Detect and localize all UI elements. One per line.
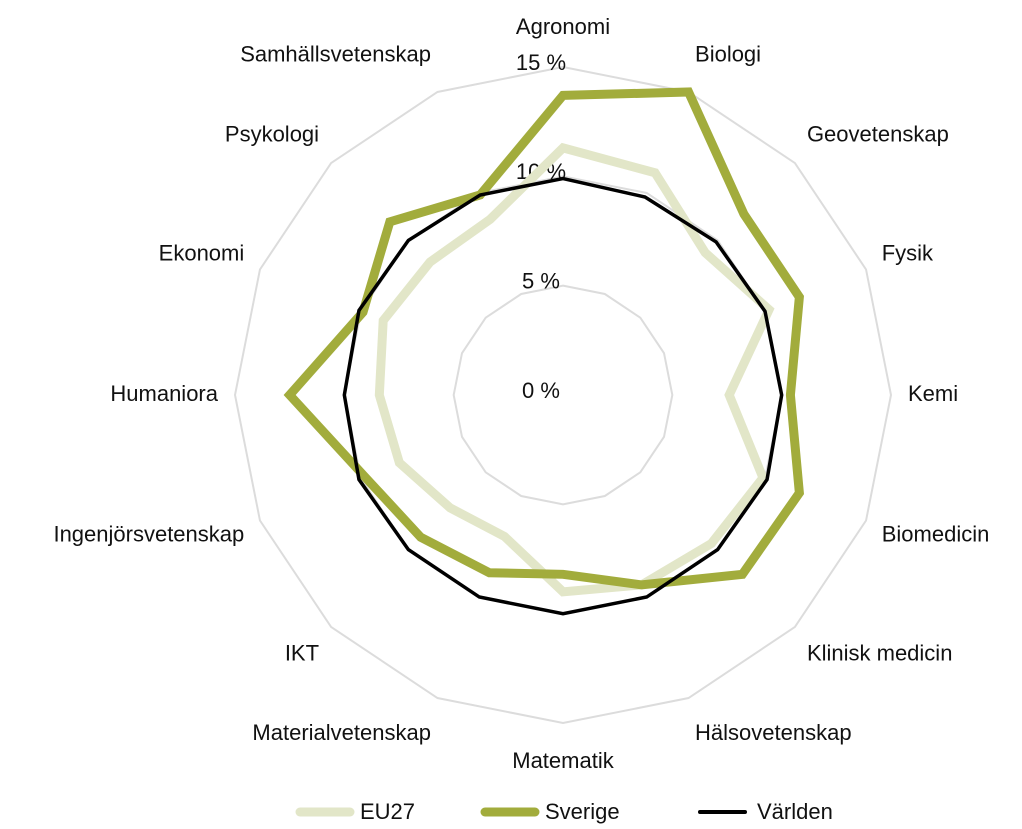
- category-label: Biomedicin: [882, 521, 990, 546]
- category-label: Hälsovetenskap: [695, 720, 852, 745]
- category-label: Agronomi: [516, 14, 610, 39]
- category-label: Ingenjörsvetenskap: [53, 521, 244, 546]
- category-label: Samhällsvetenskap: [240, 42, 431, 67]
- legend-label: EU27: [360, 799, 415, 824]
- tick-label: 0 %: [522, 378, 560, 403]
- legend-label: Sverige: [545, 799, 620, 824]
- category-label: Psykologi: [225, 121, 319, 146]
- tick-label: 5 %: [522, 268, 560, 293]
- series-line: [342, 176, 784, 616]
- series-line: [374, 142, 775, 597]
- grid-ring: [233, 65, 893, 725]
- category-label: IKT: [285, 640, 319, 665]
- legend-label: Världen: [757, 799, 833, 824]
- category-label: Klinisk medicin: [807, 640, 953, 665]
- category-label: Humaniora: [110, 381, 218, 406]
- category-label: Biologi: [695, 42, 761, 67]
- category-label: Kemi: [908, 381, 958, 406]
- grid-ring: [452, 284, 674, 506]
- category-label: Ekonomi: [159, 240, 245, 265]
- category-label: Materialvetenskap: [252, 720, 431, 745]
- tick-label: 15 %: [516, 50, 566, 75]
- category-label: Geovetenskap: [807, 121, 949, 146]
- category-label: Matematik: [512, 748, 614, 773]
- category-label: Fysik: [882, 240, 934, 265]
- series-line: [283, 87, 804, 590]
